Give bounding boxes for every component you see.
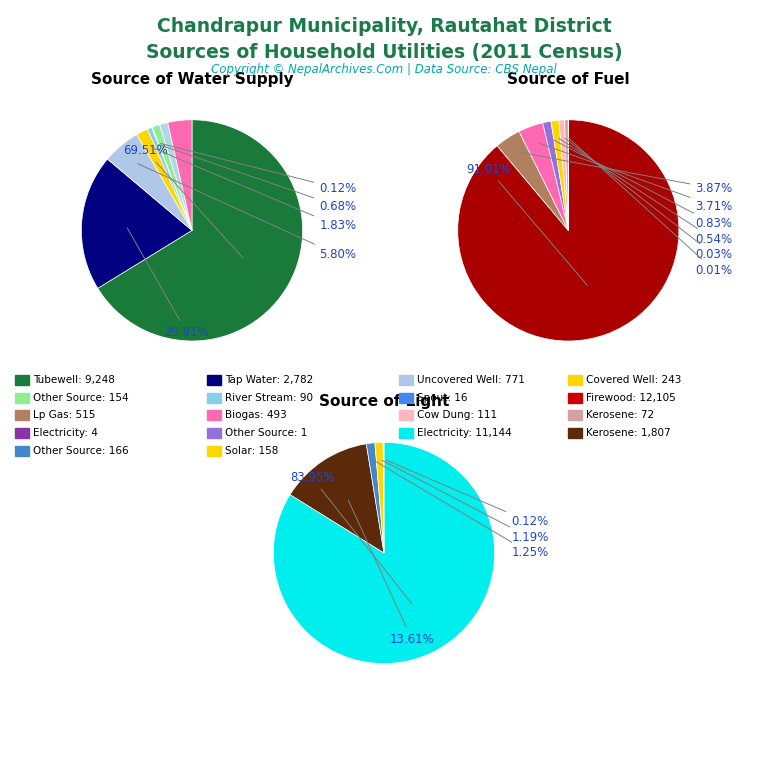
Text: Tap Water: 2,782: Tap Water: 2,782 [225,375,313,386]
Wedge shape [147,127,192,230]
Wedge shape [366,442,384,553]
Wedge shape [152,124,192,230]
Text: 0.68%: 0.68% [158,144,356,213]
Text: 91.01%: 91.01% [466,163,588,286]
Text: Tubewell: 9,248: Tubewell: 9,248 [33,375,115,386]
Text: Covered Well: 243: Covered Well: 243 [586,375,681,386]
Text: Biogas: 493: Biogas: 493 [225,410,286,421]
Text: 3.87%: 3.87% [519,152,733,195]
Wedge shape [108,134,192,230]
Text: 0.12%: 0.12% [386,460,548,528]
Title: Source of Water Supply: Source of Water Supply [91,72,293,87]
Text: Uncovered Well: 771: Uncovered Well: 771 [417,375,525,386]
Text: Electricity: 4: Electricity: 4 [33,428,98,439]
Text: 3.71%: 3.71% [539,143,733,213]
Wedge shape [383,442,384,553]
Text: 1.83%: 1.83% [152,147,356,233]
Text: Other Source: 1: Other Source: 1 [225,428,307,439]
Text: 0.83%: 0.83% [552,140,733,230]
Text: Spout: 16: Spout: 16 [417,392,468,403]
Wedge shape [551,121,568,230]
Wedge shape [290,444,384,553]
Wedge shape [151,127,192,230]
Wedge shape [519,123,568,230]
Text: Solar: 158: Solar: 158 [225,445,278,456]
Wedge shape [559,120,568,230]
Text: Copyright © NepalArchives.Com | Data Source: CBS Nepal: Copyright © NepalArchives.Com | Data Sou… [211,63,557,76]
Text: 5.80%: 5.80% [137,164,356,261]
Wedge shape [137,129,192,230]
Text: 0.01%: 0.01% [569,138,733,276]
Wedge shape [160,124,192,230]
Wedge shape [81,159,192,288]
Wedge shape [167,120,192,230]
Text: Cow Dung: 111: Cow Dung: 111 [417,410,497,421]
Text: Electricity: 11,144: Electricity: 11,144 [417,428,511,439]
Wedge shape [160,123,192,230]
Text: 83.95%: 83.95% [290,472,412,604]
Text: 1.25%: 1.25% [375,461,548,559]
Text: River Stream: 90: River Stream: 90 [225,392,313,403]
Wedge shape [564,120,568,230]
Text: 0.12%: 0.12% [161,144,356,195]
Text: 0.03%: 0.03% [565,138,733,261]
Text: Other Source: 154: Other Source: 154 [33,392,129,403]
Wedge shape [273,442,495,664]
Text: 1.19%: 1.19% [382,460,548,544]
Text: 0.54%: 0.54% [559,138,733,246]
Text: 69.51%: 69.51% [123,144,243,258]
Text: 20.91%: 20.91% [127,228,209,339]
Text: Lp Gas: 515: Lp Gas: 515 [33,410,95,421]
Wedge shape [98,120,303,341]
Text: Other Source: 166: Other Source: 166 [33,445,129,456]
Text: Firewood: 12,105: Firewood: 12,105 [586,392,676,403]
Text: Chandrapur Municipality, Rautahat District
Sources of Household Utilities (2011 : Chandrapur Municipality, Rautahat Distri… [146,17,622,62]
Title: Source of Light: Source of Light [319,395,449,409]
Text: 13.61%: 13.61% [349,500,434,646]
Wedge shape [375,442,384,553]
Title: Source of Fuel: Source of Fuel [507,72,630,87]
Text: Kerosene: 1,807: Kerosene: 1,807 [586,428,670,439]
Wedge shape [497,131,568,230]
Wedge shape [543,121,568,230]
Wedge shape [458,120,679,341]
Text: Kerosene: 72: Kerosene: 72 [586,410,654,421]
